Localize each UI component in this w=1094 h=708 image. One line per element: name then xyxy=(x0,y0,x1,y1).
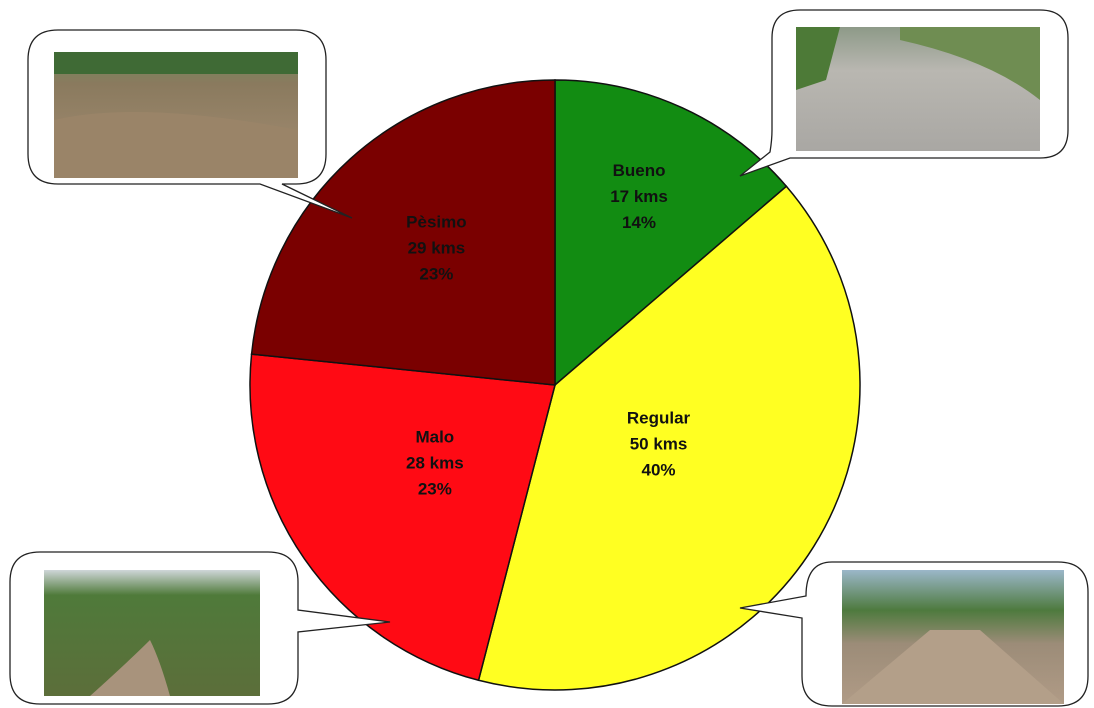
photo-trees-left xyxy=(796,27,840,90)
slice-percent: 23% xyxy=(419,265,453,284)
slice-percent: 14% xyxy=(622,213,656,232)
slice-percent: 23% xyxy=(418,480,452,499)
callout-bueno xyxy=(739,9,1069,177)
slice-value: 17 kms xyxy=(610,187,668,206)
slice-category: Regular xyxy=(627,409,691,428)
callout-regular xyxy=(739,561,1089,707)
slice-label-psimo: Pèsimo 29 kms 23% xyxy=(406,213,466,284)
pie-slices xyxy=(249,79,861,691)
photo-ground xyxy=(54,112,298,178)
photo-trees xyxy=(54,52,298,74)
slice-label-regular: Regular 50 kms 40% xyxy=(627,409,691,480)
slice-value: 28 kms xyxy=(406,454,464,473)
slice-label-malo: Malo 28 kms 23% xyxy=(406,428,464,499)
slice-category: Malo xyxy=(415,428,454,447)
pie-slice-regular xyxy=(477,185,861,691)
photo-trees-right xyxy=(900,27,1040,100)
callout-malo xyxy=(9,551,391,705)
slice-label-bueno: Bueno 17 kms 14% xyxy=(610,161,668,232)
slice-category: Pèsimo xyxy=(406,213,466,232)
pie-slice-malo xyxy=(249,353,556,682)
slice-category: Bueno xyxy=(613,161,666,180)
photo-track xyxy=(90,640,170,696)
callout-pesimo xyxy=(27,29,353,219)
slice-value: 50 kms xyxy=(630,435,688,454)
pie-slice-psimo xyxy=(250,79,556,386)
photo-road xyxy=(842,630,1064,704)
pie-slice-bueno xyxy=(554,79,788,387)
slice-value: 29 kms xyxy=(408,239,466,258)
slice-labels: Bueno 17 kms 14% Regular 50 kms 40% Malo 28 kms… xyxy=(406,161,691,499)
slice-percent: 40% xyxy=(642,461,676,480)
